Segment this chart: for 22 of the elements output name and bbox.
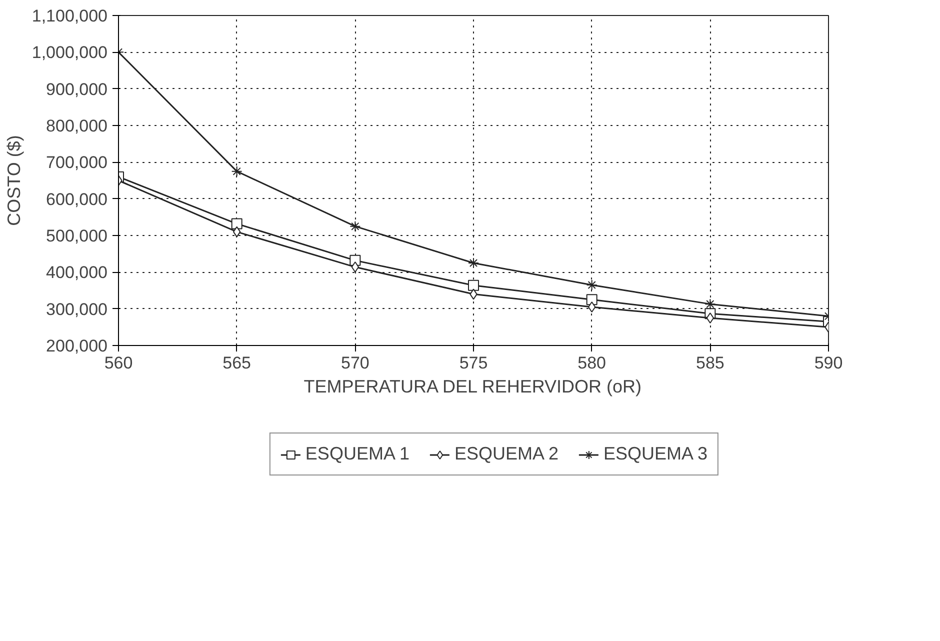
legend-label: ESQUEMA 1	[305, 444, 410, 464]
y-tick-label: 900,000	[46, 80, 108, 99]
y-tick-label: 1,000,000	[32, 43, 108, 62]
x-tick-label: 585	[696, 354, 724, 372]
y-tick-label: 700,000	[46, 153, 108, 172]
y-tick-label: 800,000	[46, 116, 108, 136]
y-tick-label: 200,000	[46, 336, 108, 356]
x-tick-label: 570	[340, 354, 370, 372]
y-tick-label: 400,000	[46, 263, 108, 282]
y-axis-title: COSTO ($)	[4, 135, 24, 226]
y-tick-label: 500,000	[46, 226, 108, 246]
x-tick-label: 580	[578, 354, 606, 372]
x-tick-label: 560	[104, 354, 133, 372]
y-tick-label: 300,000	[46, 300, 108, 319]
y-tick-label: 1,100,000	[32, 6, 108, 26]
x-tick-label: 590	[814, 354, 843, 372]
legend-label: ESQUEMA 2	[454, 444, 559, 464]
x-axis-title: TEMPERATURA DEL REHERVIDOR (oR)	[304, 376, 642, 396]
x-tick-label: 575	[459, 354, 488, 372]
x-tick-label: 565	[222, 354, 252, 372]
legend-label: ESQUEMA 3	[604, 444, 708, 464]
y-tick-label: 600,000	[46, 190, 108, 209]
